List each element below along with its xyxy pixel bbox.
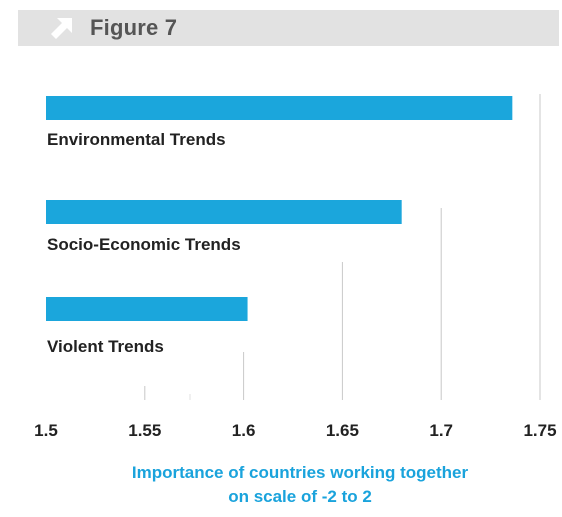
bar-environmental-trends — [46, 96, 513, 120]
bar-chart: Environmental Trends Socio-Economic Trend… — [34, 94, 557, 440]
bar-violent-trends — [46, 297, 248, 321]
x-tick-label-1-55: 1.55 — [128, 421, 161, 440]
x-axis-label-line-2: on scale of -2 to 2 — [228, 487, 372, 506]
x-axis-label-line-1: Importance of countries working together — [131, 463, 469, 482]
bar-socio-economic-trends — [46, 200, 402, 224]
figure-header: Figure 7 — [18, 10, 559, 46]
x-tick-label-1-6: 1.6 — [232, 421, 256, 440]
category-label-environmental-trends: Environmental Trends — [47, 130, 226, 149]
category-label-violent-trends: Violent Trends — [47, 337, 164, 356]
x-tick-label-1-5: 1.5 — [34, 421, 58, 440]
grid-lines — [144, 94, 541, 400]
x-axis-label: Importance of countries working together… — [30, 461, 562, 509]
bars — [46, 96, 513, 321]
category-label-socio-economic-trends: Socio-Economic Trends — [47, 235, 241, 254]
figure-title: Figure 7 — [90, 15, 178, 40]
x-tick-label-1-7: 1.7 — [429, 421, 453, 440]
x-axis-ticks: 1.5 1.55 1.6 1.65 1.7 1.75 — [34, 421, 556, 440]
x-tick-label-1-65: 1.65 — [326, 421, 359, 440]
arrow-up-right-icon — [40, 10, 84, 46]
category-labels: Environmental Trends Socio-Economic Trend… — [47, 130, 241, 356]
x-tick-label-1-75: 1.75 — [523, 421, 556, 440]
